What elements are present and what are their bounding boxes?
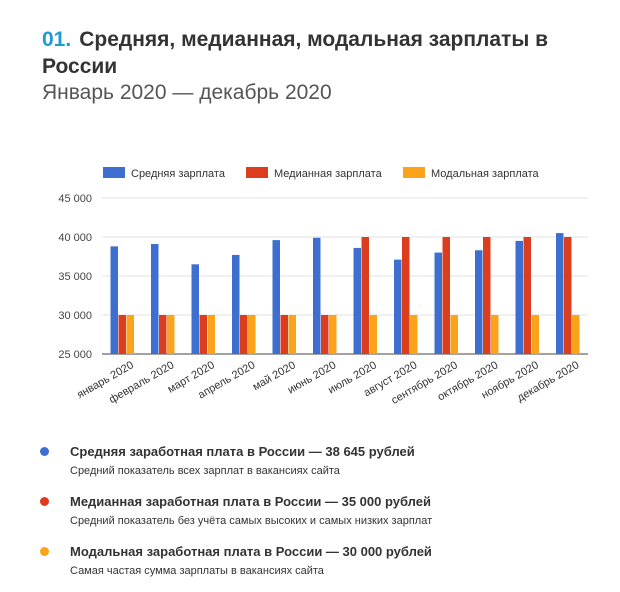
bar: [329, 315, 337, 354]
note-item: Модальная заработная плата в России — 30…: [40, 542, 600, 580]
header: 01. Средняя, медианная, модальная зарплат…: [42, 26, 602, 106]
bar: [361, 237, 369, 354]
bar: [450, 315, 458, 354]
bar: [207, 315, 215, 354]
bar: [118, 315, 126, 354]
bullet-dot-icon: [40, 497, 49, 506]
bar: [151, 244, 159, 354]
bar: [321, 315, 329, 354]
bar: [394, 259, 402, 354]
bar: [523, 237, 531, 354]
title-text: Средняя, медианная, модальная зарплаты в…: [42, 28, 549, 78]
bar: [369, 315, 377, 354]
bar: [248, 315, 256, 354]
bar: [110, 246, 118, 354]
salary-bar-chart: Средняя зарплата Медианная зарплата Модаль…: [58, 167, 588, 407]
bullet-dot-icon: [40, 447, 49, 456]
note-title: Медианная заработная плата в России — 35…: [70, 494, 431, 509]
bar: [240, 315, 248, 354]
bar: [126, 315, 134, 354]
y-tick-label: 35 000: [58, 271, 92, 283]
bar: [515, 240, 523, 354]
bar: [167, 315, 175, 354]
legend-swatch: [246, 167, 268, 178]
legend-swatch: [103, 167, 125, 178]
bar: [572, 315, 580, 354]
bar: [353, 247, 361, 354]
bar: [483, 237, 491, 354]
bullet-dot-icon: [40, 547, 49, 556]
chart-legend: Средняя зарплата Медианная зарплата Модаль…: [103, 167, 539, 180]
note-description: Средний показатель без учёта самых высок…: [70, 515, 433, 527]
note-title: Модальная заработная плата в России — 30…: [70, 544, 432, 559]
page-title: 01. Средняя, медианная, модальная зарплат…: [42, 26, 602, 80]
bar: [280, 315, 288, 354]
y-tick-label: 40 000: [58, 232, 92, 244]
bar: [491, 315, 499, 354]
y-tick-label: 45 000: [58, 193, 92, 205]
bar: [564, 237, 572, 354]
note-description: Самая частая сумма зарплаты в вакансиях …: [70, 565, 324, 577]
bar: [402, 237, 410, 354]
bar: [232, 254, 240, 354]
bar: [199, 315, 207, 354]
bar: [434, 252, 442, 354]
page-subtitle: Январь 2020 — декабрь 2020: [42, 81, 332, 104]
note-title: Средняя заработная плата в России — 38 6…: [70, 444, 415, 459]
note-item: Медианная заработная плата в России — 35…: [40, 492, 600, 530]
legend-label: Средняя зарплата: [131, 168, 226, 180]
bar: [475, 250, 483, 354]
legend-label: Медианная зарплата: [274, 168, 383, 180]
bar: [442, 237, 450, 354]
bar: [410, 315, 418, 354]
bar: [556, 233, 564, 354]
note-description: Средний показатель всех зарплат в ваканс…: [70, 465, 340, 477]
bar: [159, 315, 167, 354]
legend-swatch: [403, 167, 425, 178]
bar: [288, 315, 296, 354]
bar: [191, 264, 199, 354]
bar: [313, 237, 321, 354]
y-tick-label: 30 000: [58, 310, 92, 322]
legend-label: Модальная зарплата: [431, 168, 539, 180]
notes-list: Средняя заработная плата в России — 38 6…: [40, 442, 600, 592]
y-tick-label: 25 000: [58, 349, 92, 361]
section-number: 01.: [42, 28, 72, 51]
bar: [531, 315, 539, 354]
note-item: Средняя заработная плата в России — 38 6…: [40, 442, 600, 480]
bar: [272, 240, 280, 354]
